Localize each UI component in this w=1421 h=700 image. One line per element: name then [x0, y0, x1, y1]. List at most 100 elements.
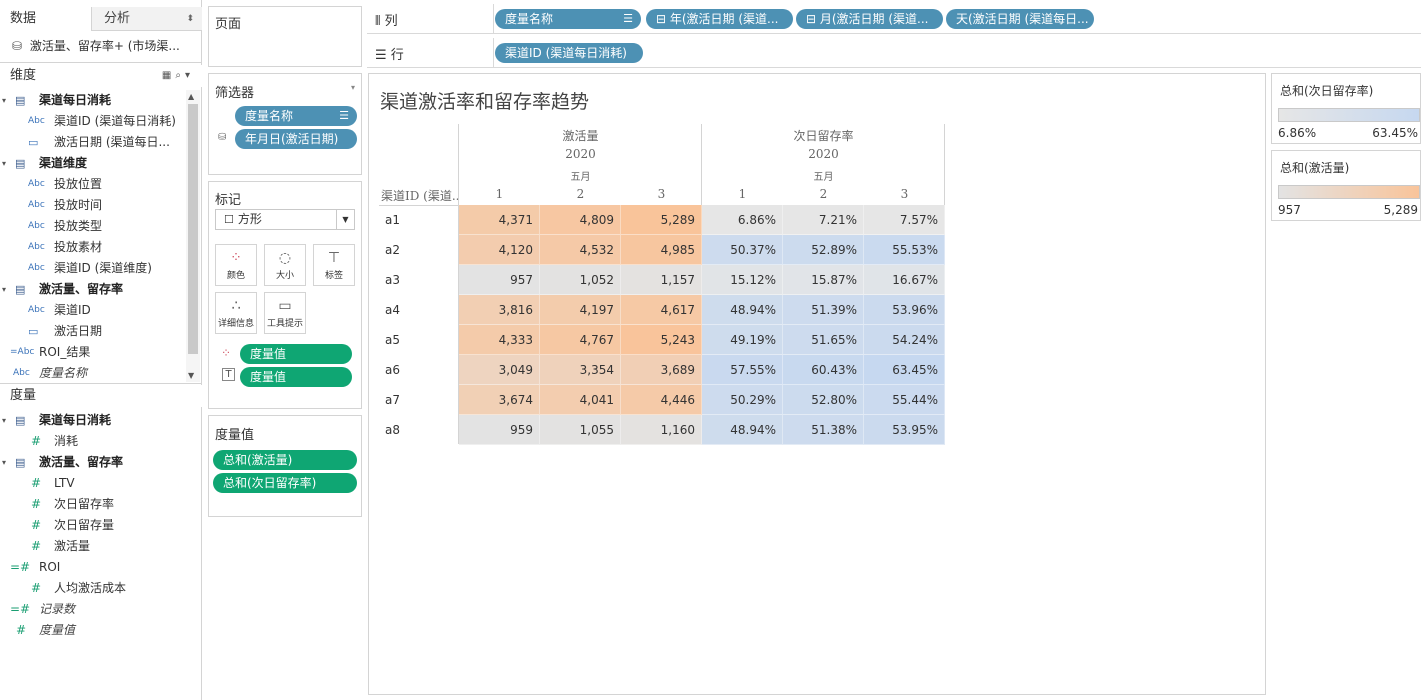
tab-analytics[interactable]: 分析 ⬍ — [92, 7, 202, 31]
retention-cell: 51.39% — [783, 295, 864, 325]
measure-value-pill-activations[interactable]: 总和(激活量) — [213, 450, 357, 470]
measure-field[interactable]: # 人均激活成本 — [0, 578, 186, 599]
measure-field-label: 次日留存量 — [54, 518, 115, 532]
scroll-thumb[interactable] — [188, 104, 198, 354]
legend-max: 63.45% — [1372, 126, 1418, 140]
dimension-field[interactable]: Abc 投放位置 — [0, 174, 186, 195]
filter-pill-measure-names[interactable]: 度量名称 ☰ — [235, 106, 357, 126]
number-icon: # — [31, 476, 42, 490]
dimension-field-label: 激活日期 (渠道每日... — [54, 135, 170, 149]
dimension-field[interactable]: Abc 投放时间 — [0, 195, 186, 216]
calculated-number-icon: =# — [10, 602, 31, 616]
color-button[interactable]: ⁘ 颜色 — [215, 244, 257, 286]
column-pill-label: 度量名称 — [505, 12, 554, 26]
tooltip-button[interactable]: ▭ 工具提示 — [264, 292, 306, 334]
dimension-field[interactable]: Abc 渠道ID (渠道维度) — [0, 258, 186, 279]
retention-cell: 48.94% — [702, 415, 783, 445]
abc-icon: Abc — [28, 263, 45, 273]
collapse-icon: ⊟ — [656, 12, 670, 26]
dimension-field[interactable]: ▾ ▤ 渠道每日消耗 — [0, 90, 186, 111]
columns-shelf[interactable]: ⫴ 列 度量名称 ☰ ⊟ 年(激活日期 (渠道... ⊟ 月(激活日期 (渠道..… — [367, 4, 1421, 34]
shelf-separator — [493, 38, 494, 68]
retention-cell: 50.37% — [702, 235, 783, 265]
rows-shelf[interactable]: ☰ 行 渠道ID (渠道每日消耗) — [367, 38, 1421, 68]
filter-date-icon: ⛁ — [218, 132, 227, 143]
dimension-field[interactable]: =Abc ROI_结果 — [0, 342, 186, 363]
measure-field[interactable]: =# ROI — [0, 557, 186, 578]
column-pill-day[interactable]: 天(激活日期 (渠道每日... — [946, 9, 1094, 29]
legend-activations[interactable]: 总和(激活量) 957 5,289 — [1271, 150, 1421, 221]
datasource-item[interactable]: ⛁ 激活量、留存率+ (市场渠... — [12, 37, 197, 54]
dimension-field[interactable]: ▭ 激活日期 — [0, 321, 186, 342]
rows-shelf-label: ☰ 行 — [375, 44, 404, 63]
activation-cell: 4,767 — [540, 325, 621, 355]
column-pill-year[interactable]: ⊟ 年(激活日期 (渠道... — [646, 9, 793, 29]
scroll-down-icon[interactable]: ▼ — [188, 371, 195, 380]
dimension-field-label: 投放素材 — [54, 240, 103, 254]
retention-cell: 55.53% — [864, 235, 945, 265]
chevron-down-icon[interactable]: ▾ — [2, 416, 7, 425]
activation-cell: 4,532 — [540, 235, 621, 265]
search-icon[interactable]: ⌕ — [175, 70, 185, 81]
dimension-field[interactable]: ▾ ▤ 激活量、留存率 — [0, 279, 186, 300]
worksheet-view[interactable]: 渠道激活率和留存率趋势 激活量 2020 五月 1 2 3 次日留存率 2020 五月 1 2 3 渠道… — [368, 73, 1266, 695]
tab-menu-icon[interactable]: ⬍ — [186, 14, 194, 24]
view-toggle-icon[interactable]: ▦ — [161, 70, 176, 81]
chevron-down-icon[interactable]: ▾ — [184, 70, 194, 81]
measure-field[interactable]: # 次日留存率 — [0, 494, 186, 515]
measure-field[interactable]: =# 记录数 — [0, 599, 186, 620]
chevron-down-icon[interactable]: ▾ — [2, 285, 7, 294]
dimension-field[interactable]: Abc 渠道ID — [0, 300, 186, 321]
mark-type-dropdown[interactable]: ☐ 方形 ▼ — [215, 209, 355, 230]
dimensions-scrollbar[interactable]: ▲ ▼ — [186, 90, 200, 382]
measure-field[interactable]: ▾ ▤ 渠道每日消耗 — [0, 410, 186, 431]
month-header: 五月 — [813, 172, 834, 183]
measure-field[interactable]: # 次日留存量 — [0, 515, 186, 536]
filter-pill-date[interactable]: 年月日(激活日期) — [235, 129, 357, 149]
text-encoding-pill[interactable]: 度量值 — [240, 367, 352, 387]
label-button[interactable]: ⊤ 标签 — [313, 244, 355, 286]
dimension-field-label: 渠道ID — [54, 303, 91, 317]
retention-cell: 63.45% — [864, 355, 945, 385]
detail-label: 详细信息 — [217, 319, 254, 329]
tab-data[interactable]: 数据 — [0, 7, 92, 31]
detail-button[interactable]: ∴ 详细信息 — [215, 292, 257, 334]
retention-cell: 51.38% — [783, 415, 864, 445]
chevron-down-icon[interactable]: ▾ — [2, 96, 7, 105]
legend-retention[interactable]: 总和(次日留存率) 6.86% 63.45% — [1271, 73, 1421, 144]
dimension-field[interactable]: ▭ 激活日期 (渠道每日... — [0, 132, 186, 153]
chevron-down-icon[interactable]: ▾ — [350, 83, 355, 92]
measure-values-card: 度量值 总和(激活量) 总和(次日留存率) — [208, 415, 362, 517]
columns-icon: ⫴ — [375, 14, 381, 29]
filters-card[interactable]: 筛选器 ▾ 度量名称 ☰ ⛁ 年月日(激活日期) — [208, 73, 362, 175]
activation-cell: 4,333 — [459, 325, 540, 355]
color-encoding-pill[interactable]: 度量值 — [240, 344, 352, 364]
dimension-field[interactable]: Abc 投放类型 — [0, 216, 186, 237]
header-divider — [701, 124, 702, 205]
dimension-field[interactable]: Abc 渠道ID (渠道每日消耗) — [0, 111, 186, 132]
table-icon: ▤ — [15, 157, 26, 170]
retention-cell: 54.24% — [864, 325, 945, 355]
row-pill-channel-id[interactable]: 渠道ID (渠道每日消耗) — [495, 43, 643, 63]
size-button[interactable]: ◌ 大小 — [264, 244, 306, 286]
measure-field[interactable]: ▾ ▤ 激活量、留存率 — [0, 452, 186, 473]
row-dimension-header: 渠道ID (渠道... — [381, 189, 459, 203]
measure-field[interactable]: # 度量值 — [0, 620, 186, 641]
chevron-down-icon: ▼ — [336, 210, 354, 229]
measure-field-label: 人均激活成本 — [54, 581, 127, 595]
dimension-field[interactable]: ▾ ▤ 渠道维度 — [0, 153, 186, 174]
pages-card[interactable]: 页面 — [208, 6, 362, 67]
measure-field[interactable]: # LTV — [0, 473, 186, 494]
column-pill-month[interactable]: ⊟ 月(激活日期 (渠道... — [796, 9, 943, 29]
column-pill-measure-names[interactable]: 度量名称 ☰ — [495, 9, 641, 29]
filters-title: 筛选器 — [215, 86, 255, 101]
dimension-field[interactable]: Abc 度量名称 — [0, 363, 186, 384]
chevron-down-icon[interactable]: ▾ — [2, 458, 7, 467]
chevron-down-icon[interactable]: ▾ — [2, 159, 7, 168]
measure-field[interactable]: # 激活量 — [0, 536, 186, 557]
measure-field[interactable]: # 消耗 — [0, 431, 186, 452]
table-icon: ▤ — [15, 456, 26, 469]
scroll-up-icon[interactable]: ▲ — [188, 92, 195, 101]
dimension-field[interactable]: Abc 投放素材 — [0, 237, 186, 258]
measure-value-pill-retention[interactable]: 总和(次日留存率) — [213, 473, 357, 493]
